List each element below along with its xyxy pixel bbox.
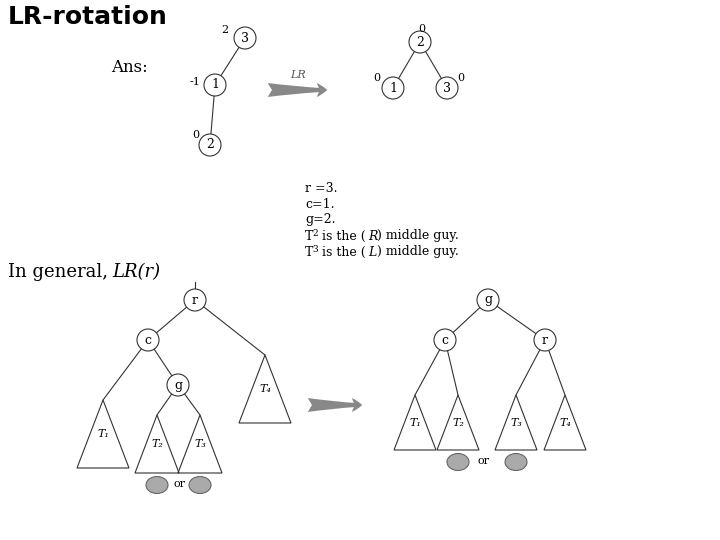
Circle shape [234, 27, 256, 49]
Text: T₄: T₄ [559, 417, 571, 428]
Ellipse shape [189, 476, 211, 494]
Text: T₄: T₄ [259, 384, 271, 394]
Text: Ans:: Ans: [112, 59, 148, 77]
Text: g=2.: g=2. [305, 213, 336, 226]
Text: c=1.: c=1. [305, 198, 335, 211]
Text: LR-rotation: LR-rotation [8, 5, 168, 29]
Text: r =3.: r =3. [305, 181, 338, 194]
Text: 2: 2 [416, 36, 424, 49]
Text: 2: 2 [222, 25, 228, 35]
Circle shape [434, 329, 456, 351]
Circle shape [382, 77, 404, 99]
Text: 3: 3 [312, 245, 318, 253]
Circle shape [477, 289, 499, 311]
Text: or: or [477, 456, 489, 466]
Text: or: or [173, 479, 185, 489]
Text: T₂: T₂ [151, 439, 163, 449]
Text: ) middle guy.: ) middle guy. [377, 230, 459, 242]
Circle shape [184, 289, 206, 311]
Text: c: c [441, 334, 449, 347]
Text: L: L [368, 246, 377, 259]
Circle shape [167, 374, 189, 396]
Text: c: c [145, 334, 151, 347]
Text: LR: LR [290, 70, 306, 80]
Circle shape [199, 134, 221, 156]
Text: 0: 0 [418, 24, 426, 34]
Text: r: r [542, 334, 548, 347]
Text: T₁: T₁ [97, 429, 109, 439]
Text: 2: 2 [206, 138, 214, 152]
Text: R: R [368, 230, 377, 242]
Text: g: g [174, 379, 182, 392]
Text: is the (: is the ( [318, 246, 366, 259]
Circle shape [534, 329, 556, 351]
Text: -1: -1 [189, 77, 200, 87]
Text: T₁: T₁ [409, 417, 421, 428]
Text: 1: 1 [211, 78, 219, 91]
Text: 0: 0 [457, 73, 464, 83]
Text: 3: 3 [443, 82, 451, 94]
Ellipse shape [447, 454, 469, 470]
Text: T₃: T₃ [510, 417, 522, 428]
Text: g: g [484, 294, 492, 307]
Circle shape [204, 74, 226, 96]
Text: r: r [192, 294, 198, 307]
Ellipse shape [146, 476, 168, 494]
Circle shape [409, 31, 431, 53]
Text: T₃: T₃ [194, 439, 206, 449]
Text: 0: 0 [374, 73, 381, 83]
Circle shape [137, 329, 159, 351]
Text: 0: 0 [192, 130, 199, 140]
Text: T: T [305, 230, 313, 242]
Text: 2: 2 [312, 228, 318, 238]
Text: T: T [305, 246, 313, 259]
Text: ) middle guy.: ) middle guy. [377, 246, 459, 259]
Text: 3: 3 [241, 31, 249, 44]
Text: LR(r): LR(r) [112, 263, 160, 281]
Text: is the (: is the ( [318, 230, 366, 242]
Text: T₂: T₂ [452, 417, 464, 428]
Circle shape [436, 77, 458, 99]
Ellipse shape [505, 454, 527, 470]
Text: In general,: In general, [8, 263, 114, 281]
Text: 1: 1 [389, 82, 397, 94]
